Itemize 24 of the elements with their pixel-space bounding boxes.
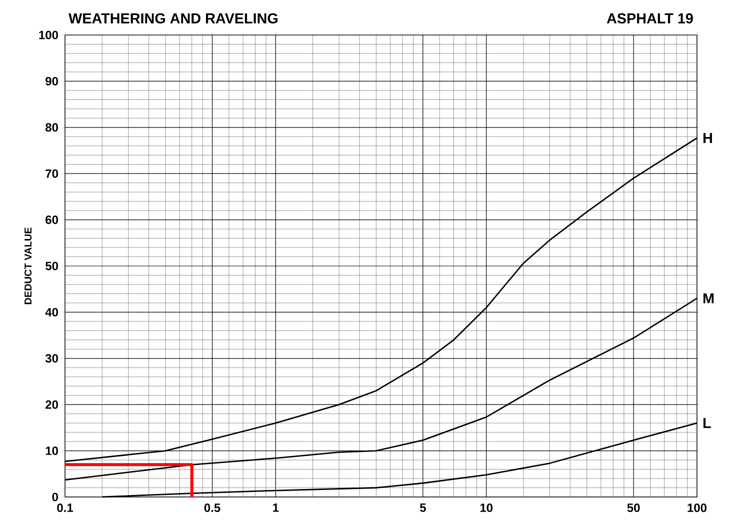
y-tick-label: 0	[52, 492, 58, 502]
y-tick-label: 20	[46, 400, 58, 409]
y-tick-label: 30	[45, 354, 58, 363]
y-tick-label: 100	[39, 30, 58, 40]
y-tick-label: 60	[46, 216, 58, 224]
x-tick-label: 10	[480, 504, 493, 512]
x-tick-label: 100	[688, 504, 707, 512]
x-tick-label: 50	[627, 504, 640, 512]
series-label: H	[703, 133, 712, 143]
x-tick-label: 1	[273, 504, 279, 512]
y-tick-label: 50	[46, 262, 58, 270]
x-tick-label: 5	[420, 504, 426, 512]
y-tick-label: 10	[46, 446, 58, 456]
y-tick-label: 90	[46, 76, 58, 86]
y-tick-label: 70	[46, 169, 58, 178]
x-tick-label: 0.1	[57, 504, 74, 512]
series-label: M	[703, 293, 714, 304]
chart-subtitle: ASPHALT 19	[606, 13, 693, 24]
y-tick-label: 80	[46, 123, 58, 132]
chart-title: WEATHERING AND RAVELING	[68, 13, 278, 24]
series-label: L	[703, 418, 711, 428]
y-axis-title: DEDUCT VALUE	[24, 228, 32, 304]
y-tick-label: 40	[45, 308, 58, 316]
x-tick-label: 0.5	[204, 504, 220, 512]
